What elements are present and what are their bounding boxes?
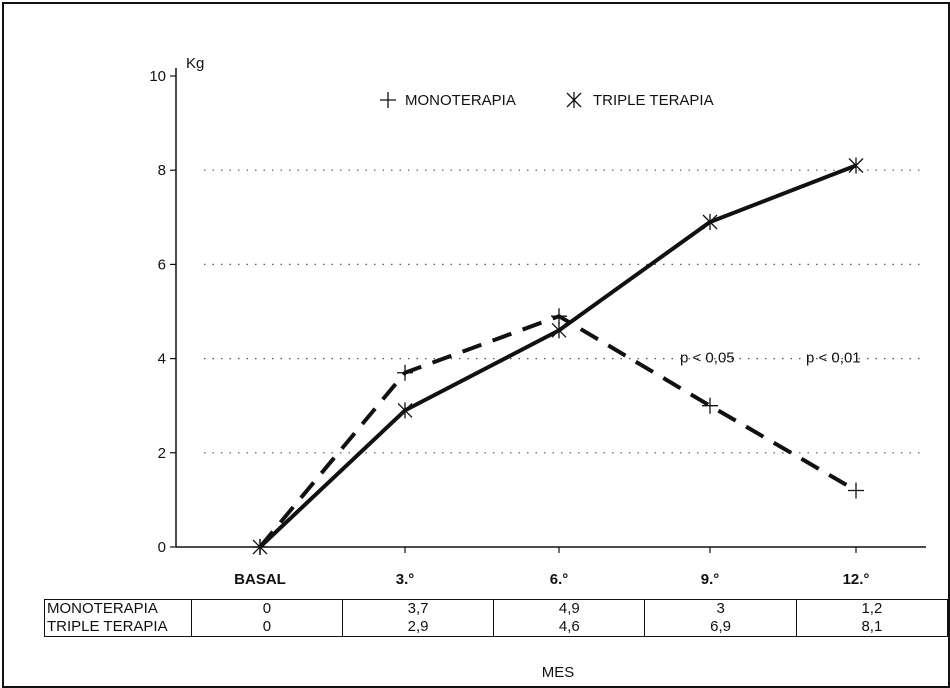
data-table-row: MONOTERAPIA 0 3,7 4,9 3 1,2	[44, 599, 949, 618]
y-tick-label: 2	[158, 445, 166, 462]
data-table-cell: 6,9	[644, 618, 797, 637]
monoterapia-point	[551, 308, 567, 325]
line-chart: 0 2 4 6 8 10 Kg BASAL 3.° 6.° 9.° 12.° MONOTERAPIA TR…	[149, 55, 926, 588]
data-table-row-label: TRIPLE TERAPIA	[44, 618, 192, 637]
data-table-cell: 3	[644, 599, 797, 618]
monoterapia-point	[397, 364, 413, 381]
legend-label-monoterapia: MONOTERAPIA	[405, 92, 516, 109]
x-tick-label: 3.°	[396, 571, 415, 588]
y-tick-label: 4	[158, 351, 166, 368]
data-table-cell: 4,6	[493, 618, 646, 637]
monoterapia-point	[702, 397, 718, 414]
data-table-cell: 0	[190, 618, 343, 637]
x-tick-label: BASAL	[234, 571, 286, 588]
legend-label-triple-terapia: TRIPLE TERAPIA	[593, 92, 714, 109]
data-table-row: TRIPLE TERAPIA 0 2,9 4,6 6,9 8,1	[44, 618, 949, 637]
data-table-cell: 8,1	[795, 618, 949, 637]
data-table-cell: 0	[190, 599, 343, 618]
significance-annotation: p < 0,01	[806, 350, 861, 367]
x-tick-label: 9.°	[701, 571, 720, 588]
triple-terapia-point	[848, 157, 864, 174]
data-table-row-label: MONOTERAPIA	[44, 599, 192, 618]
x-tick-label: 6.°	[550, 571, 569, 588]
x-axis-label: MES	[541, 664, 575, 681]
series-line-monoterapia	[258, 314, 858, 549]
data-table-cell: 3,7	[341, 599, 495, 618]
legend-marker-monoterapia	[380, 92, 396, 108]
data-table-cell: 1,2	[795, 599, 949, 618]
triple-terapia-point	[397, 402, 413, 419]
monoterapia-point	[848, 482, 864, 499]
legend-marker-triple-terapia	[566, 92, 582, 108]
y-tick-label: 6	[158, 256, 166, 273]
y-axis-label: Kg	[186, 55, 204, 72]
x-tick-label: 12.°	[843, 571, 870, 588]
y-tick-label: 8	[158, 162, 166, 179]
triple-terapia-point	[252, 539, 268, 555]
data-table-cell: 4,9	[493, 599, 646, 618]
triple-terapia-point	[702, 214, 718, 231]
significance-annotation: p < 0,05	[680, 350, 735, 367]
y-tick-label: 0	[158, 539, 166, 556]
triple-terapia-point	[551, 322, 567, 339]
data-table: MONOTERAPIA 0 3,7 4,9 3 1,2 TRIPLE TERAPIA 0 2,9…	[44, 599, 949, 637]
data-table-cell: 2,9	[341, 618, 495, 637]
y-tick-label: 10	[149, 68, 166, 85]
series-line-triple-terapia	[258, 163, 857, 549]
